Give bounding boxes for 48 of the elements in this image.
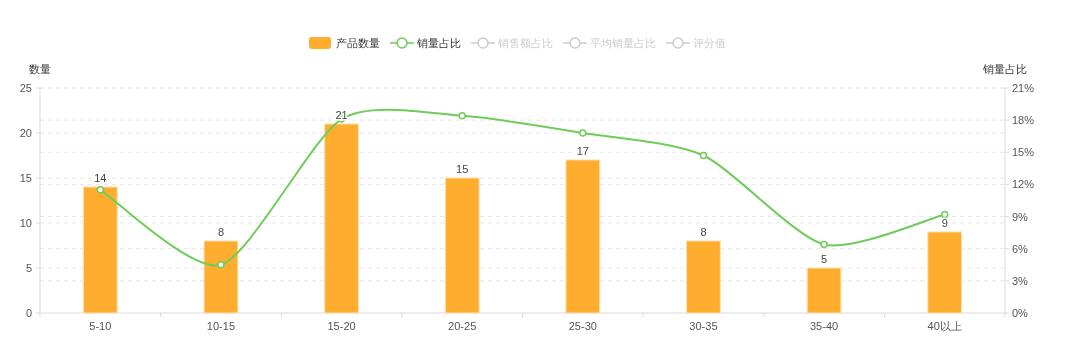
y-tick-label: 25: [19, 82, 32, 94]
y2-tick-label: 3%: [1012, 274, 1029, 287]
y2-tick-label: 12%: [1012, 178, 1035, 191]
bar: [686, 240, 721, 314]
x-tick-label: 40以上: [927, 320, 962, 332]
data-label: 5: [821, 253, 828, 265]
y2-tick-label: 21%: [1012, 82, 1035, 94]
bar: [82, 186, 118, 314]
x-tick-label: 5-10: [89, 320, 112, 332]
y-tick-label: 20: [19, 127, 32, 139]
y-axis-title: 数量: [29, 63, 51, 75]
point: [458, 112, 466, 120]
y-tick-label: 10: [19, 217, 32, 229]
data-label: 8: [700, 226, 707, 238]
y2-axis-title: 销量占比: [982, 63, 1027, 75]
point: [96, 186, 105, 194]
x-tick-label: 35-40: [809, 320, 839, 332]
bar: [565, 159, 601, 314]
y2-tick-label: 18%: [1012, 114, 1035, 127]
x-tick-label: 15-20: [327, 320, 356, 332]
x-tick-label: 20-25: [448, 320, 477, 332]
y-tick-label: 15: [19, 172, 32, 184]
y2-tick-label: 15%: [1012, 146, 1035, 159]
data-label: 15: [456, 163, 469, 175]
bar: [927, 231, 963, 314]
data-label: 14: [94, 172, 107, 184]
data-label: 17: [576, 145, 589, 157]
y-tick-label: 0: [25, 307, 32, 319]
bar: [203, 240, 239, 314]
point: [579, 129, 587, 137]
legend-label: 销量占比: [416, 37, 461, 49]
legend-label: 产品数量: [336, 37, 380, 49]
y2-tick-label: 9%: [1012, 210, 1029, 223]
x-tick-label: 10-15: [206, 320, 236, 332]
point: [820, 240, 828, 249]
bar: [806, 267, 842, 314]
x-tick-label: 25-30: [568, 320, 597, 332]
point: [699, 151, 708, 160]
point: [217, 261, 225, 269]
bar: [324, 123, 359, 314]
point: [940, 210, 949, 219]
y2-tick-label: 6%: [1012, 242, 1029, 255]
data-label: 9: [941, 217, 948, 229]
x-tick-label: 30-35: [689, 320, 718, 332]
data-label: 8: [217, 226, 224, 238]
y-tick-label: 5: [25, 262, 32, 274]
y2-tick-label: 0%: [1012, 307, 1029, 319]
bar: [444, 177, 480, 314]
